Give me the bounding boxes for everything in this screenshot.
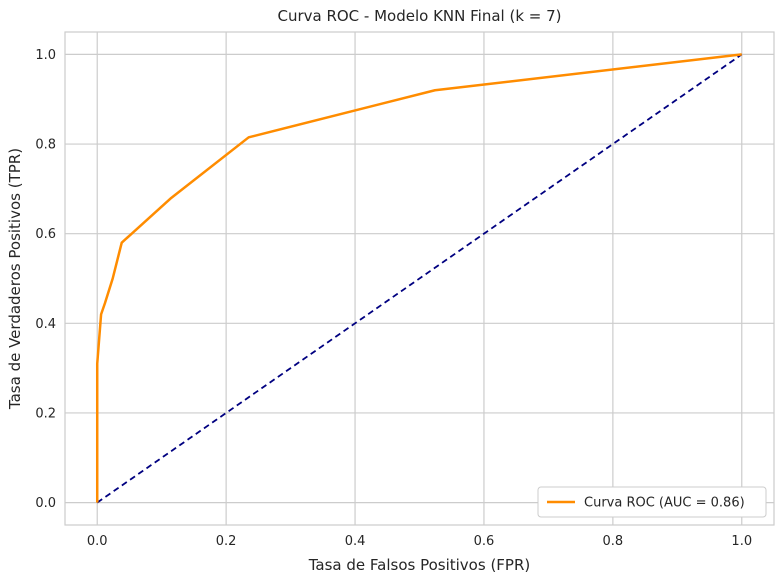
- x-tick-label: 0.8: [603, 534, 624, 549]
- chart-title: Curva ROC - Modelo KNN Final (k = 7): [277, 7, 561, 25]
- random-classifier-line: [96, 53, 743, 504]
- x-tick-label: 0.4: [345, 534, 366, 549]
- x-axis-label: Tasa de Falsos Positivos (FPR): [308, 556, 531, 574]
- tick-labels: 0.0 0.2 0.4 0.6 0.8 1.0 0.0 0.2 0.4 0.6 0.8 1.0: [35, 48, 752, 549]
- plot-frame: [64, 31, 775, 526]
- x-tick-label: 0.6: [474, 534, 495, 549]
- y-tick-label: 0.6: [35, 227, 56, 242]
- roc-curve-line: [95, 53, 742, 503]
- legend-box: [537, 486, 767, 518]
- x-tick-label: 0.0: [87, 534, 108, 549]
- y-tick-label: 1.0: [35, 48, 56, 63]
- y-tick-label: 0.4: [35, 317, 56, 332]
- y-tick-label: 0.8: [35, 138, 56, 153]
- x-tick-label: 0.2: [216, 534, 237, 549]
- y-tick-label: 0.2: [35, 406, 56, 421]
- series-layer: [95, 53, 743, 504]
- y-axis-label: Tasa de Verdaderos Positivos (TPR): [6, 148, 24, 410]
- legend-label-roc: Curva ROC (AUC = 0.86): [584, 496, 745, 511]
- grid: [65, 32, 774, 525]
- y-tick-label: 0.0: [35, 496, 56, 511]
- legend: Curva ROC (AUC = 0.86): [537, 486, 767, 518]
- x-tick-label: 1.0: [731, 534, 752, 549]
